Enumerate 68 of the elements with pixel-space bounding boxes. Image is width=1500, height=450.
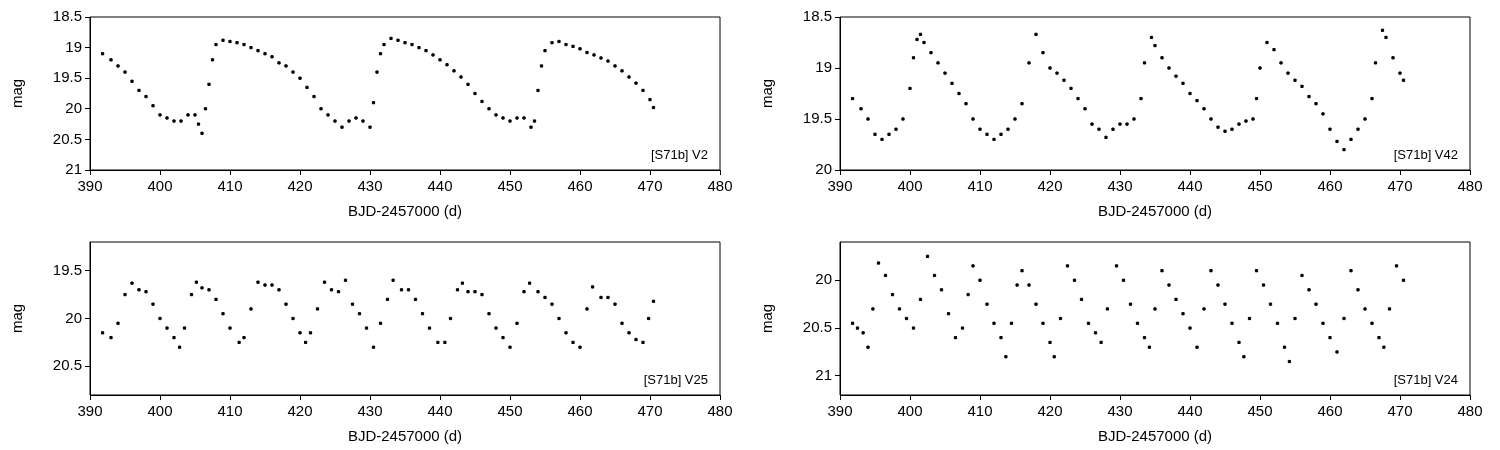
annotation: [S71b] V2 [650, 147, 708, 163]
x-axis-title: BJD-2457000 (d) [1097, 427, 1213, 445]
x-tick-label: 470 [637, 402, 663, 420]
annotation: [S71b] V42 [1393, 147, 1458, 163]
x-tick-label: 420 [1037, 402, 1063, 420]
y-tick-label: 19 [815, 58, 832, 76]
x-tick-label: 450 [1247, 177, 1273, 195]
y-axis-title: mag [8, 303, 26, 334]
x-tick-label: 410 [967, 177, 993, 195]
x-tick-label: 440 [1177, 177, 1203, 195]
x-tick-label: 480 [1457, 177, 1483, 195]
x-tick-label: 460 [567, 177, 593, 195]
x-tick-label: 400 [897, 177, 923, 195]
x-tick-label: 440 [1177, 402, 1203, 420]
x-tick-label: 480 [1457, 402, 1483, 420]
x-tick-label: 480 [707, 177, 733, 195]
x-tick-label: 400 [147, 177, 173, 195]
x-tick-label: 460 [567, 402, 593, 420]
x-tick-label: 470 [1387, 177, 1413, 195]
y-tick-label: 21 [815, 366, 832, 384]
x-tick-label: 410 [217, 402, 243, 420]
x-tick-label: 450 [497, 177, 523, 195]
x-tick-label: 430 [357, 402, 383, 420]
x-tick-label: 390 [77, 402, 103, 420]
y-tick-label: 18.5 [802, 7, 832, 25]
x-tick-label: 470 [1387, 402, 1413, 420]
annotation: [S71b] V24 [1393, 372, 1458, 388]
x-axis-title: BJD-2457000 (d) [347, 202, 463, 220]
x-tick-label: 430 [357, 177, 383, 195]
y-tick-label: 21 [65, 160, 82, 178]
x-tick-label: 390 [827, 402, 853, 420]
x-tick-label: 440 [427, 402, 453, 420]
x-tick-label: 460 [1317, 177, 1343, 195]
x-tick-label: 430 [1107, 402, 1133, 420]
x-tick-label: 400 [147, 402, 173, 420]
x-tick-label: 420 [1037, 177, 1063, 195]
x-tick-label: 390 [77, 177, 103, 195]
x-tick-label: 410 [217, 177, 243, 195]
x-tick-label: 450 [497, 402, 523, 420]
y-tick-label: 19.5 [52, 68, 82, 86]
y-tick-label: 20.5 [52, 356, 82, 374]
x-tick-label: 410 [967, 402, 993, 420]
y-axis-title: mag [758, 78, 776, 109]
y-tick-label: 19.5 [52, 260, 82, 278]
y-tick-label: 20 [815, 270, 832, 288]
x-axis-title: BJD-2457000 (d) [1097, 202, 1213, 220]
y-tick-label: 20 [815, 160, 832, 178]
annotation: [S71b] V25 [643, 372, 708, 388]
y-tick-label: 19.5 [802, 109, 832, 127]
y-tick-label: 20 [65, 98, 82, 116]
x-tick-label: 400 [897, 402, 923, 420]
y-axis-title: mag [758, 303, 776, 334]
x-tick-label: 460 [1317, 402, 1343, 420]
x-tick-label: 440 [427, 177, 453, 195]
x-tick-label: 470 [637, 177, 663, 195]
y-tick-label: 20 [65, 308, 82, 326]
x-tick-label: 450 [1247, 402, 1273, 420]
y-tick-label: 20.5 [802, 318, 832, 336]
x-tick-label: 420 [287, 177, 313, 195]
y-tick-label: 18.5 [52, 7, 82, 25]
y-tick-label: 19 [65, 37, 82, 55]
x-tick-label: 430 [1107, 177, 1133, 195]
x-tick-label: 480 [707, 402, 733, 420]
y-tick-label: 20.5 [52, 129, 82, 147]
y-axis-title: mag [8, 78, 26, 109]
x-tick-label: 420 [287, 402, 313, 420]
x-axis-title: BJD-2457000 (d) [347, 427, 463, 445]
x-tick-label: 390 [827, 177, 853, 195]
